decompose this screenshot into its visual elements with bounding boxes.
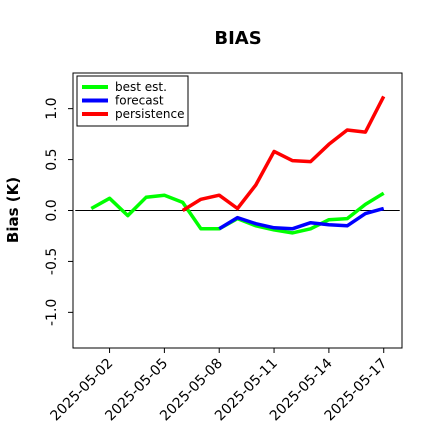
legend-entry: best est. [115, 80, 167, 94]
legend-entry: persistence [115, 107, 184, 121]
legend-entry: forecast [115, 94, 164, 108]
y-tick-label: -0.5 [44, 248, 60, 275]
y-tick-label: 0.0 [44, 199, 60, 221]
y-tick-label: 0.5 [44, 148, 60, 170]
y-ticks: -1.0 -0.5 0.0 0.5 1.0 [44, 98, 73, 326]
y-axis-label: Bias (K) [4, 177, 22, 243]
x-ticks: 2025-05-022025-05-052025-05-082025-05-11… [48, 348, 391, 424]
y-tick-label: -1.0 [44, 299, 60, 326]
series-line-forecast [218, 206, 385, 231]
series-lines [90, 95, 386, 235]
series-line-persistence [181, 95, 386, 212]
chart-title: BIAS [214, 28, 261, 49]
y-tick-label: 1.0 [44, 98, 60, 120]
